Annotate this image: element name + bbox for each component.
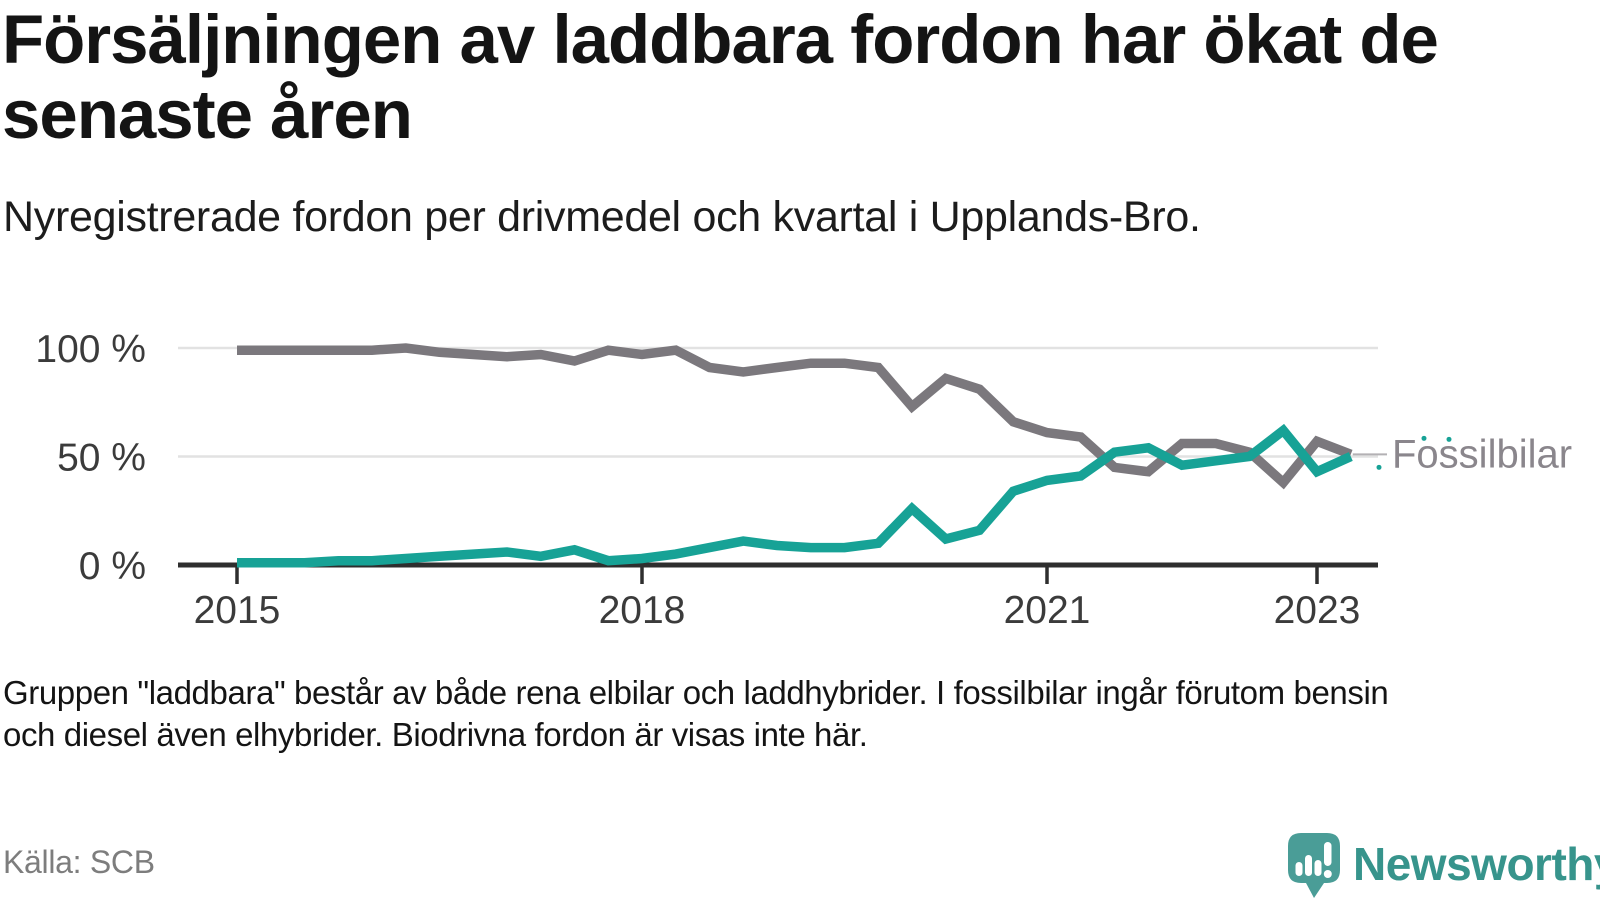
title-line-2: senaste åren xyxy=(2,76,413,154)
hidden-label-artifact-dot-1 xyxy=(1421,435,1427,441)
exclamation-dot xyxy=(1323,870,1332,878)
newsworthy-logo-icon xyxy=(1288,833,1340,898)
y-tick-label-50: 50 % xyxy=(57,437,146,480)
series-end-label: Fossilbilar xyxy=(1392,432,1572,476)
footnote: Gruppen "laddbara" består av både rena e… xyxy=(3,672,1389,756)
footnote-line-1: Gruppen "laddbara" består av både rena e… xyxy=(3,674,1389,711)
line-chart: 2015 2018 2021 2023 100 % 50 % 0 % Fossilbilar xyxy=(35,328,1572,632)
bar-2 xyxy=(1305,855,1312,876)
y-tick-label-0: 0 % xyxy=(79,545,146,588)
footnote-line-2: och diesel även elhybrider. Biodrivna fo… xyxy=(3,715,868,753)
newsworthy-logo-text: Newsworthy xyxy=(1353,838,1600,890)
hidden-label-artifact-dot-2 xyxy=(1446,436,1452,442)
exclamation-bar xyxy=(1324,842,1332,866)
series-line-laddbara xyxy=(237,423,1353,568)
page-title: Försäljningen av laddbara fordon har öka… xyxy=(2,1,1592,154)
x-tick-label-2015: 2015 xyxy=(194,589,281,632)
source-credit: Källa: SCB xyxy=(3,844,155,880)
title-line-1: Försäljningen av laddbara fordon har öka… xyxy=(2,1,1439,78)
hidden-label-artifact-dot-0 xyxy=(1376,464,1382,470)
x-tick-label-2021: 2021 xyxy=(1004,589,1091,632)
chart-subtitle: Nyregistrerade fordon per drivmedel och … xyxy=(3,193,1201,241)
x-tick-label-2023: 2023 xyxy=(1274,589,1361,632)
newsworthy-logo: Newsworthy xyxy=(1288,833,1600,899)
x-tick-label-2018: 2018 xyxy=(599,589,686,632)
bar-3 xyxy=(1314,860,1322,876)
bar-1 xyxy=(1295,862,1303,876)
y-tick-label-100: 100 % xyxy=(35,328,146,371)
